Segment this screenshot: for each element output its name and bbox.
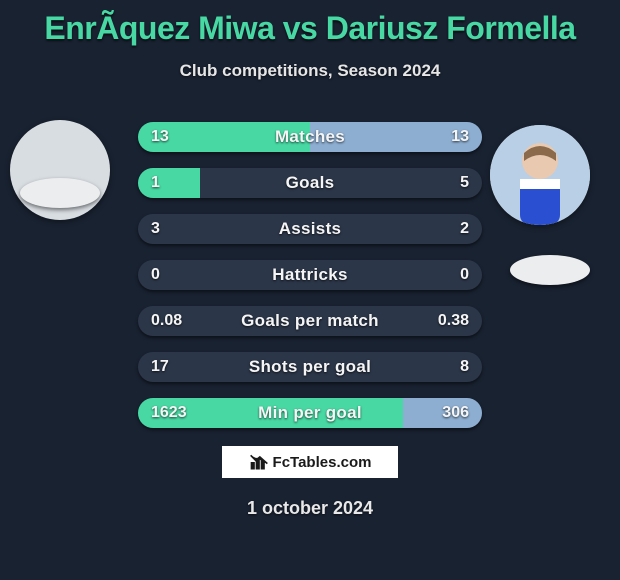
stat-row: 0.080.38Goals per match xyxy=(138,306,482,336)
stat-row: 00Hattricks xyxy=(138,260,482,290)
stat-label: Min per goal xyxy=(138,398,482,428)
stat-label: Goals per match xyxy=(138,306,482,336)
stat-label: Assists xyxy=(138,214,482,244)
stat-label: Shots per goal xyxy=(138,352,482,382)
stat-row: 1313Matches xyxy=(138,122,482,152)
stat-row: 32Assists xyxy=(138,214,482,244)
subtitle: Club competitions, Season 2024 xyxy=(0,61,620,81)
stat-row: 15Goals xyxy=(138,168,482,198)
logo-text: FcTables.com xyxy=(273,454,372,471)
stat-row: 178Shots per goal xyxy=(138,352,482,382)
stat-label: Goals xyxy=(138,168,482,198)
stat-row: 1623306Min per goal xyxy=(138,398,482,428)
chart-icon xyxy=(249,452,269,472)
stat-label: Hattricks xyxy=(138,260,482,290)
avatar-placeholder-icon xyxy=(490,125,590,225)
player-left-badge xyxy=(20,178,100,208)
page-title: EnrÃ­quez Miwa vs Dariusz Formella xyxy=(0,0,620,47)
player-right-avatar xyxy=(490,125,590,225)
date-label: 1 october 2024 xyxy=(0,498,620,519)
stat-label: Matches xyxy=(138,122,482,152)
stats-bars: 1313Matches 15Goals 32Assists 00Hattricks 0.… xyxy=(138,122,482,444)
fctables-logo: FcTables.com xyxy=(222,446,398,478)
player-right-badge xyxy=(510,255,590,285)
